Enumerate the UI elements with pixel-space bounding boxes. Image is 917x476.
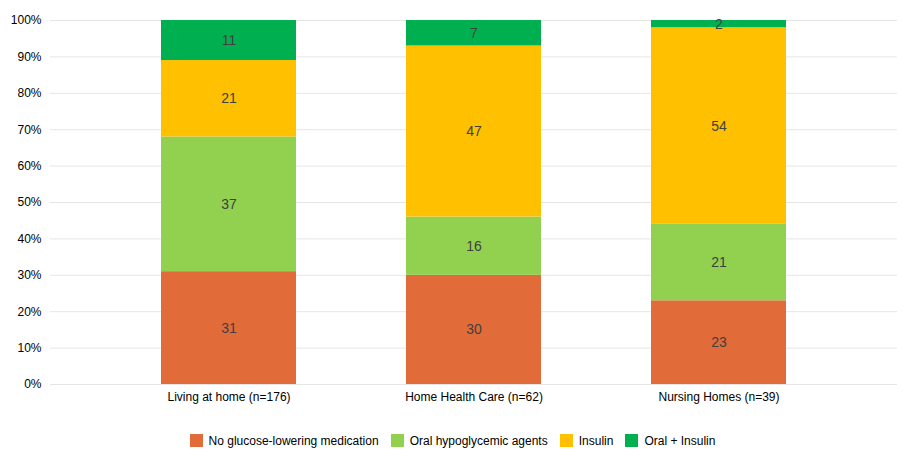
svg-text:Nursing Homes (n=39): Nursing Homes (n=39) bbox=[658, 390, 779, 404]
html-text:No glucose-lowering medication: No glucose-lowering medication bbox=[208, 433, 379, 448]
svg-text:31: 31 bbox=[221, 320, 237, 336]
svg-text:30: 30 bbox=[466, 321, 482, 337]
svg-text:47: 47 bbox=[466, 123, 482, 139]
html-text:Oral hypoglycemic agents: Oral hypoglycemic agents bbox=[409, 433, 548, 448]
svg-text:40%: 40% bbox=[17, 232, 41, 246]
svg-text:37: 37 bbox=[221, 196, 237, 212]
svg-text:10%: 10% bbox=[17, 341, 41, 355]
svg-text:21: 21 bbox=[221, 90, 237, 106]
html-text:Insulin: Insulin bbox=[578, 433, 614, 448]
html-text:Oral + Insulin: Oral + Insulin bbox=[644, 433, 716, 448]
svg-text:90%: 90% bbox=[17, 50, 41, 64]
svg-text:80%: 80% bbox=[17, 86, 41, 100]
svg-text:Living at home (n=176): Living at home (n=176) bbox=[167, 390, 290, 404]
svg-text:54: 54 bbox=[711, 118, 727, 134]
svg-text:70%: 70% bbox=[17, 123, 41, 137]
svg-text:11: 11 bbox=[222, 32, 237, 48]
svg-text:30%: 30% bbox=[17, 268, 41, 282]
svg-text:100%: 100% bbox=[11, 13, 42, 27]
svg-text:23: 23 bbox=[711, 334, 727, 350]
svg-text:60%: 60% bbox=[17, 159, 41, 173]
svg-text:2: 2 bbox=[715, 16, 723, 32]
svg-text:16: 16 bbox=[466, 238, 482, 254]
svg-text:7: 7 bbox=[470, 25, 478, 41]
svg-text:0%: 0% bbox=[24, 377, 42, 391]
svg-text:20%: 20% bbox=[17, 305, 41, 319]
svg-text:Home Health Care (n=62): Home Health Care (n=62) bbox=[405, 390, 543, 404]
svg-text:50%: 50% bbox=[17, 195, 41, 209]
svg-text:21: 21 bbox=[711, 254, 727, 270]
